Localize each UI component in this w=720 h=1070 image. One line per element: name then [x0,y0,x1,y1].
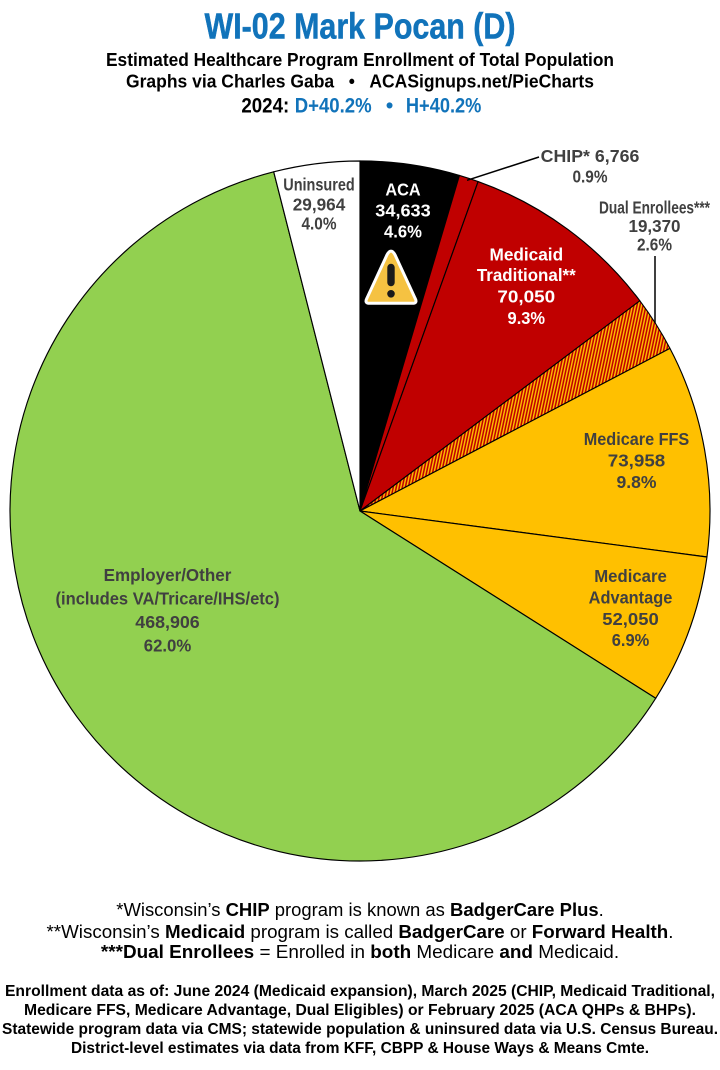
svg-text:Estimated Healthcare Program E: Estimated Healthcare Program Enrollment … [106,50,614,70]
svg-text:52,050: 52,050 [602,609,659,629]
svg-text:Medicare FFS, Medicare Advanta: Medicare FFS, Medicare Advantage, Dual E… [24,1002,696,1019]
svg-text:9.3%: 9.3% [508,308,546,328]
svg-text:468,906: 468,906 [135,612,200,632]
svg-text:Medicare: Medicare [594,566,667,586]
svg-text:9.8%: 9.8% [617,472,657,492]
svg-text:Medicaid: Medicaid [490,244,564,264]
svg-text:H+40.2%: H+40.2% [406,95,482,118]
svg-text:Medicare FFS: Medicare FFS [584,429,690,449]
svg-text:Uninsured: Uninsured [283,174,355,194]
svg-text:D+40.2%: D+40.2% [295,95,372,118]
svg-text:Enrollment data as of: June 20: Enrollment data as of: June 2024 (Medica… [5,983,715,1000]
svg-text:ACA: ACA [385,180,421,200]
svg-text:2.6%: 2.6% [637,234,672,254]
svg-text:0.9%: 0.9% [573,167,608,187]
svg-text:Advantage: Advantage [589,587,673,607]
svg-text:*Wisconsin’s CHIP program is k: *Wisconsin’s CHIP program is known as Ba… [116,899,603,920]
svg-text:62.0%: 62.0% [144,636,192,656]
svg-text:4.0%: 4.0% [302,213,337,233]
svg-text:Graphs via Charles Gaba •: Graphs via Charles Gaba • ACASignups.net… [126,72,594,92]
svg-text:6.9%: 6.9% [612,630,650,650]
svg-text:Dual Enrollees***: Dual Enrollees*** [599,198,710,218]
svg-text:Traditional**: Traditional** [477,265,576,285]
svg-text:•: • [386,95,393,118]
svg-text:73,958: 73,958 [608,450,666,470]
svg-text:CHIP* 6,766: CHIP* 6,766 [541,146,640,166]
svg-text:***Dual Enrollees = Enrolled i: ***Dual Enrollees = Enrolled in both Med… [101,942,619,963]
svg-text:District-level estimates via d: District-level estimates via data from K… [71,1040,649,1057]
svg-text:Employer/Other: Employer/Other [104,565,232,585]
svg-text:19,370: 19,370 [629,216,681,236]
svg-text:WI-02 Mark Pocan (D): WI-02 Mark Pocan (D) [205,6,516,47]
svg-text:Statewide program data via CMS: Statewide program data via CMS; statewid… [2,1021,718,1038]
svg-text:(includes VA/Tricare/IHS/etc): (includes VA/Tricare/IHS/etc) [56,589,280,609]
svg-text:**Wisconsin’s Medicaid program: **Wisconsin’s Medicaid program is called… [47,921,674,942]
svg-text:29,964: 29,964 [293,194,346,214]
svg-text:2024:: 2024: [241,95,289,118]
svg-text:70,050: 70,050 [497,287,555,307]
svg-text:4.6%: 4.6% [384,222,422,242]
svg-text:34,633: 34,633 [375,201,431,221]
